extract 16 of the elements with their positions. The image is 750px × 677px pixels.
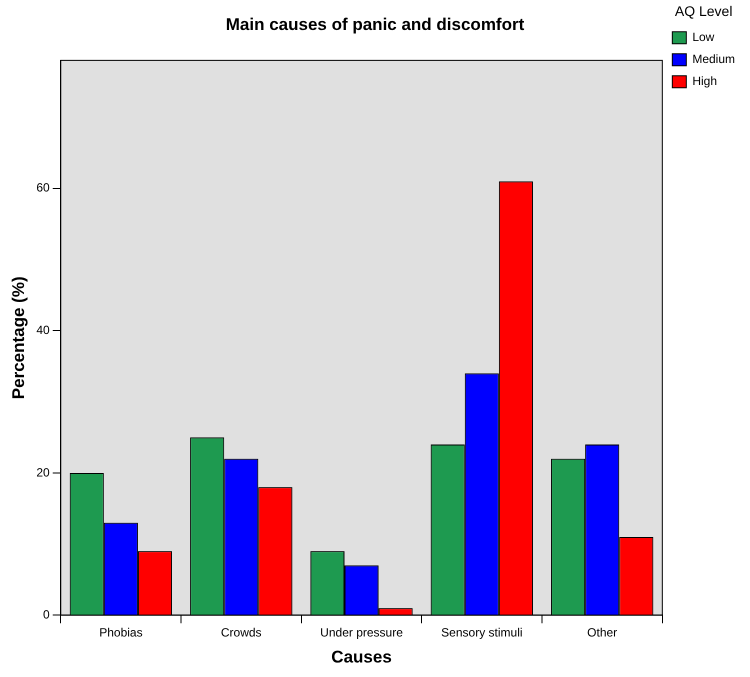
x-tick-label: Other xyxy=(587,626,618,640)
x-tick-label: Crowds xyxy=(220,626,262,640)
legend-label: Low xyxy=(692,30,715,44)
y-tick-label: 40 xyxy=(36,323,50,337)
y-tick-label: 20 xyxy=(36,465,50,480)
y-tick-label: 60 xyxy=(36,180,50,195)
x-tick-label: Under pressure xyxy=(320,626,404,640)
x-axis-title: Causes xyxy=(331,647,392,666)
x-tick-label: Phobias xyxy=(99,626,143,640)
y-axis-title: Percentage (%) xyxy=(8,276,28,400)
legend-title: AQ Level xyxy=(674,2,732,19)
chart-title: Main causes of panic and discomfort xyxy=(226,14,525,34)
y-tick-label: 0 xyxy=(43,608,50,622)
legend-label: Medium xyxy=(692,52,736,66)
legend-label: High xyxy=(692,74,718,88)
x-tick-label: Sensory stimuli xyxy=(441,626,523,640)
